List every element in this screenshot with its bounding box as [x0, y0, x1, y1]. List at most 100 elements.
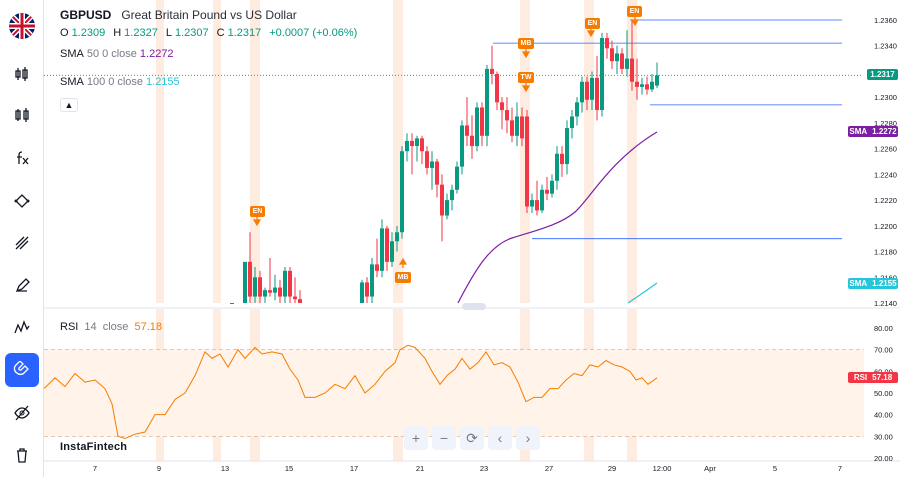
sma50-length: 50: [86, 48, 100, 60]
event-tag-en[interactable]: EN: [585, 18, 600, 29]
event-highlight-column: [584, 0, 594, 303]
candle-body: [465, 125, 469, 136]
candle-body: [385, 228, 389, 262]
left-toolbar: [0, 0, 44, 477]
sma100-source: close: [117, 76, 144, 88]
event-tag-mb[interactable]: MB: [395, 272, 411, 283]
candle-body: [555, 153, 559, 181]
time-axis-tick: 5: [773, 464, 777, 473]
candle-body: [510, 120, 514, 136]
sma100-value: 1.2155: [146, 76, 180, 88]
sma50-legend[interactable]: SMA 50 0 close 1.2272: [60, 45, 365, 63]
magnet-icon[interactable]: [5, 353, 39, 387]
high-value: 1.2327: [124, 27, 158, 39]
flag-icon[interactable]: [9, 13, 35, 39]
sma50-offset: 0: [102, 48, 109, 60]
candle-body: [585, 81, 589, 100]
drawing-icon[interactable]: [5, 184, 39, 218]
price-axis-tick: 1.2180: [874, 248, 897, 257]
candle-body: [370, 264, 374, 297]
time-axis-tick: 13: [221, 464, 229, 473]
reset-button[interactable]: ⟳: [460, 426, 484, 450]
sma100-length: 100: [86, 76, 106, 88]
candle-body: [435, 161, 439, 185]
event-tag-en[interactable]: EN: [627, 6, 642, 17]
symbol-name[interactable]: GBPUSD: [60, 8, 112, 22]
time-axis-tick: 15: [285, 464, 293, 473]
change-value: +0.0007 (+0.06%): [269, 27, 358, 39]
candle-body: [505, 110, 509, 121]
collapse-legend-button[interactable]: ▲: [60, 98, 78, 112]
candle-body: [410, 140, 414, 147]
sma50-price-tag: SMA: [849, 127, 868, 136]
reset-icon: ⟳: [466, 429, 478, 446]
event-tag-en[interactable]: EN: [250, 206, 265, 217]
sma100-name: SMA: [60, 76, 84, 88]
event-tag-tw[interactable]: TW: [518, 72, 534, 83]
rsi-legend[interactable]: RSI 14 close 57.18: [60, 321, 162, 333]
eye-icon[interactable]: [5, 396, 39, 430]
rsi-axis-tick: 60.00: [874, 367, 893, 376]
candle-body: [230, 303, 234, 304]
ohlc-row: O 1.2309 H 1.2327 L 1.2307 C 1.2317 +0.0007 …: [60, 24, 365, 42]
event-tag-mb[interactable]: MB: [518, 38, 534, 49]
fork-icon[interactable]: [5, 226, 39, 260]
candle-body: [360, 282, 364, 303]
zoom-out-icon: −: [439, 430, 449, 446]
candle-body: [445, 200, 449, 216]
rsi-band-background: [44, 349, 864, 437]
price-axis-tick: 1.2300: [874, 93, 897, 102]
scroll-left-button[interactable]: ‹: [488, 426, 512, 450]
rsi-axis-tick: 20.00: [874, 454, 893, 463]
rsi-value: 57.18: [134, 321, 162, 333]
candle-body: [645, 84, 649, 90]
trash-icon[interactable]: [5, 438, 39, 472]
candle-body: [515, 116, 519, 136]
candle-body: [415, 138, 419, 147]
candle-body: [420, 138, 424, 152]
sma100-legend[interactable]: SMA 100 0 close 1.2155: [60, 73, 365, 91]
pane-resize-handle[interactable]: [462, 303, 486, 310]
candle-body: [460, 125, 464, 167]
event-arrow-icon: [398, 257, 408, 268]
candle-body: [560, 153, 564, 165]
candle-body: [625, 58, 629, 69]
candle-body: [605, 38, 609, 49]
time-axis-tick: 21: [416, 464, 424, 473]
rsi-length: 14: [84, 321, 97, 333]
low-value: 1.2307: [174, 27, 209, 39]
high-label: H: [113, 27, 122, 39]
chart-navigation: + − ⟳ ‹ ›: [404, 426, 540, 450]
sma50-price-value: 1.2272: [872, 127, 897, 136]
zoom-out-button[interactable]: −: [432, 426, 456, 450]
candle-body: [258, 277, 262, 297]
candle-body: [293, 296, 297, 300]
candle-body: [375, 264, 379, 271]
bars-icon[interactable]: [5, 98, 39, 132]
price-axis-tick: 1.2260: [874, 145, 897, 154]
time-axis-tick: 7: [93, 464, 97, 473]
fx-icon[interactable]: [5, 141, 39, 175]
brush-icon[interactable]: [5, 269, 39, 303]
scroll-left-icon: ‹: [497, 430, 503, 446]
sma50-price-label: SMA 1.2272: [848, 126, 898, 137]
scroll-right-button[interactable]: ›: [516, 426, 540, 450]
candle-body: [495, 74, 499, 103]
chevron-up-icon: ▲: [64, 100, 74, 110]
candle-body: [590, 77, 594, 100]
candle-body: [600, 38, 604, 111]
candles-icon[interactable]: [5, 57, 39, 91]
rsi-axis-tick: 50.00: [874, 389, 893, 398]
pattern-icon[interactable]: [5, 311, 39, 345]
sma50-value: 1.2272: [139, 48, 174, 60]
time-axis-tick: 12:00: [653, 464, 672, 473]
rsi-price-value: 57.18: [872, 373, 893, 382]
candle-body: [400, 151, 404, 233]
sma50-name: SMA: [60, 48, 84, 60]
last-price-label: 1.2317: [867, 69, 898, 80]
candlestick-series: [230, 20, 659, 304]
zoom-in-button[interactable]: +: [404, 426, 428, 450]
candle-body: [288, 270, 292, 297]
candle-body: [565, 128, 569, 165]
